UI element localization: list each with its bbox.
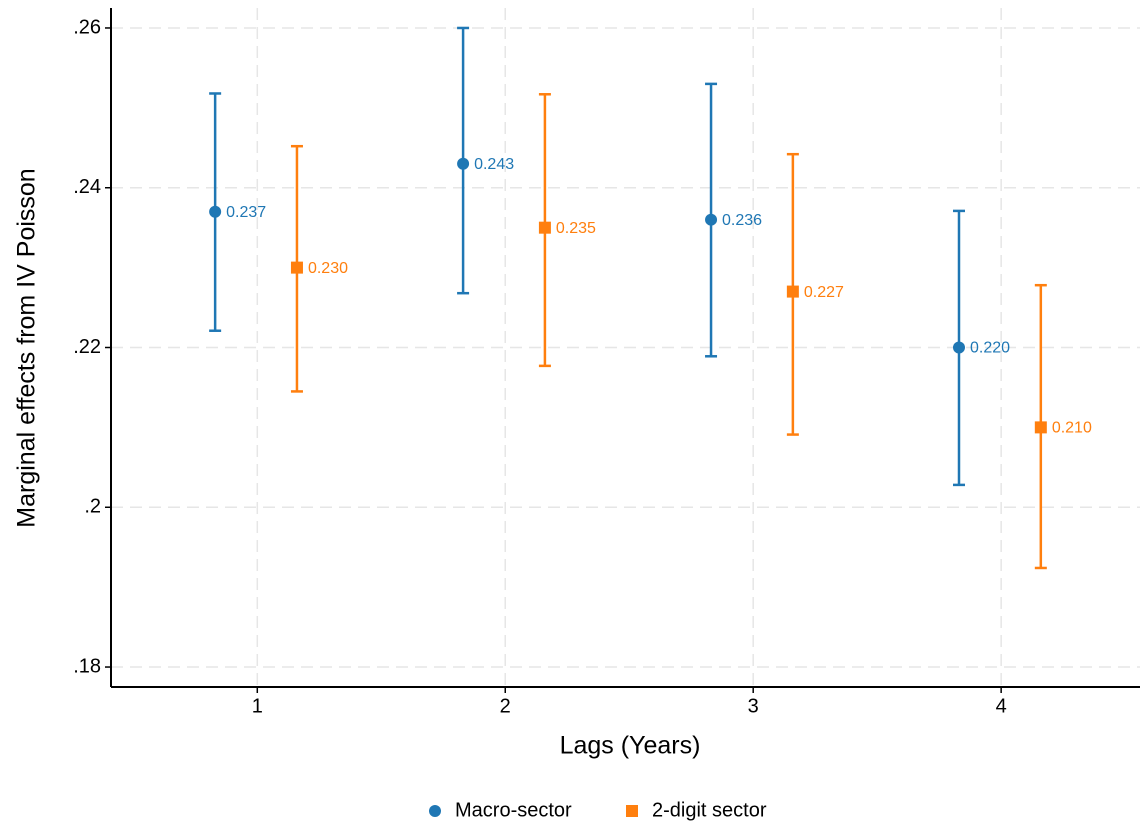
y-tick-label: .18 bbox=[73, 655, 101, 677]
y-tick-label: .22 bbox=[73, 336, 101, 358]
marker bbox=[786, 285, 799, 298]
data-label: 0.227 bbox=[804, 284, 844, 301]
data-label: 0.237 bbox=[226, 204, 266, 221]
legend-marker bbox=[626, 805, 638, 817]
legend-marker bbox=[429, 805, 441, 817]
data-label: 0.230 bbox=[308, 260, 348, 277]
data-label: 0.236 bbox=[722, 212, 762, 229]
marker bbox=[538, 221, 551, 234]
x-tick-label: 3 bbox=[748, 695, 759, 717]
data-label: 0.235 bbox=[556, 220, 596, 237]
marker bbox=[290, 261, 303, 274]
marker bbox=[1034, 421, 1047, 434]
marker bbox=[952, 341, 965, 354]
x-axis-title: Lags (Years) bbox=[560, 732, 701, 760]
data-label: 0.210 bbox=[1052, 420, 1092, 437]
data-label: 0.243 bbox=[474, 156, 514, 173]
x-tick-label: 1 bbox=[252, 695, 263, 717]
legend-label: Macro-sector bbox=[455, 799, 572, 821]
legend-label: 2-digit sector bbox=[652, 799, 767, 821]
y-tick-label: .2 bbox=[84, 496, 101, 518]
y-tick-label: .24 bbox=[73, 176, 101, 198]
data-label: 0.220 bbox=[970, 340, 1010, 357]
x-tick-label: 4 bbox=[996, 695, 1007, 717]
y-axis-title: Marginal effects from IV Poisson bbox=[13, 168, 41, 527]
x-tick-label: 2 bbox=[500, 695, 511, 717]
marker bbox=[705, 213, 718, 226]
y-tick-label: .26 bbox=[73, 16, 101, 38]
marker bbox=[457, 157, 470, 170]
marker bbox=[209, 205, 222, 218]
